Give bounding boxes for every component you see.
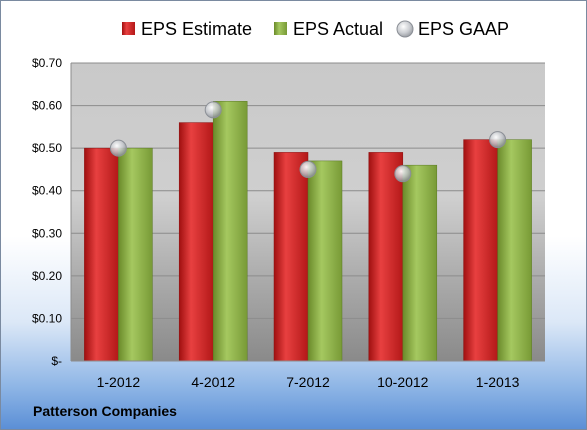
legend-label-estimate: EPS Estimate [141, 19, 252, 39]
gaap-markers [109, 101, 507, 183]
y-tick-label: $0.10 [32, 311, 62, 325]
estimate-bar [368, 152, 404, 362]
y-tick-label: $0.50 [32, 141, 62, 155]
x-tick-label: 4-2012 [191, 374, 235, 390]
x-tick-label: 1-2013 [476, 374, 520, 390]
actual-bar [307, 160, 343, 362]
estimate-bar [273, 152, 309, 362]
estimate-bar [84, 147, 119, 362]
legend-label-actual: EPS Actual [293, 19, 383, 39]
x-axis: 1-2012 4-2012 7-2012 10-2012 1-2013 [71, 360, 545, 390]
actual-bar [497, 139, 532, 362]
legend-swatch-actual [274, 22, 287, 35]
y-axis: $- $0.10 $0.20 $0.30 $0.40 $0.50 $0.60 $0.70 [32, 56, 72, 368]
actual-bar [402, 164, 438, 362]
actual-bar [118, 147, 153, 362]
estimate-bar [463, 139, 498, 362]
legend-swatch-estimate [122, 22, 135, 35]
y-tick-label: $0.60 [32, 99, 62, 113]
y-tick-label: $0.30 [32, 226, 62, 240]
y-tick-label: $0.20 [32, 269, 62, 283]
gaap-marker [204, 101, 222, 119]
legend: EPS Estimate EPS Actual EPS GAAP [122, 19, 509, 39]
x-tick-label: 1-2012 [97, 374, 141, 390]
estimate-bar [178, 122, 214, 362]
gaap-marker [299, 160, 317, 178]
actual-bar [212, 101, 248, 362]
x-tick-label: 10-2012 [377, 374, 429, 390]
gaap-marker [109, 139, 127, 157]
legend-marker-gaap [396, 20, 414, 38]
gaap-marker [394, 165, 412, 183]
y-tick-label: $0.40 [32, 184, 62, 198]
y-tick-label: $- [51, 354, 62, 368]
bars [84, 101, 532, 362]
y-tick-label: $0.70 [32, 56, 62, 70]
legend-label-gaap: EPS GAAP [418, 19, 509, 39]
gaap-marker [489, 131, 507, 149]
x-tick-label: 7-2012 [286, 374, 330, 390]
company-name: Patterson Companies [33, 403, 177, 419]
